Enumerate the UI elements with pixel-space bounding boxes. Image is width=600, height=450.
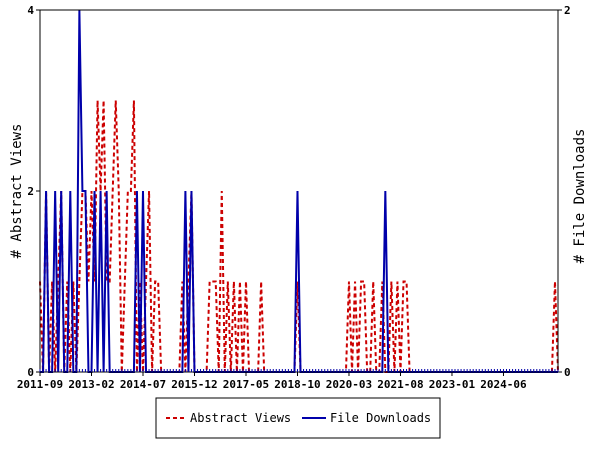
x-tick-label: 2015-12 [171,378,217,391]
series-layer [39,9,559,373]
x-tick-label: 2020-03 [326,378,372,391]
legend-box [155,397,441,439]
series-line-file-downloads [40,9,558,373]
y-tick-label: 2 [27,185,34,198]
x-axis-ticks: 2011-09 2013-02 2014-07 2015-12 2017-05 2018-… [17,369,559,391]
x-tick-label: 2017-05 [223,378,269,391]
x-tick-label: 2021-08 [377,378,423,391]
y-axis-title: # Abstract Views [9,124,25,259]
y-tick-label: 0 [27,366,34,379]
y2-tick-label: 0 [564,366,571,379]
x-tick-label: 2018-10 [274,378,320,391]
x-tick-label: 2024-06 [480,378,527,391]
legend-label-abstract-views: Abstract Views [190,411,291,425]
x-tick-label: 2011-09 [17,378,63,391]
x-tick-label: 2023-01 [429,378,476,391]
left-axis-ticks: 0 2 4 [27,4,40,379]
y-tick-label: 4 [27,4,34,17]
x-tick-label: 2013-02 [68,378,114,391]
right-axis-ticks: 02 [558,4,571,379]
legend: Abstract Views File Downloads [155,397,441,439]
x-tick-label: 2014-07 [120,378,166,391]
legend-label-file-downloads: File Downloads [330,411,431,425]
y2-axis-title: # File Downloads [572,129,588,264]
y2-tick-label: 2 [564,4,571,17]
